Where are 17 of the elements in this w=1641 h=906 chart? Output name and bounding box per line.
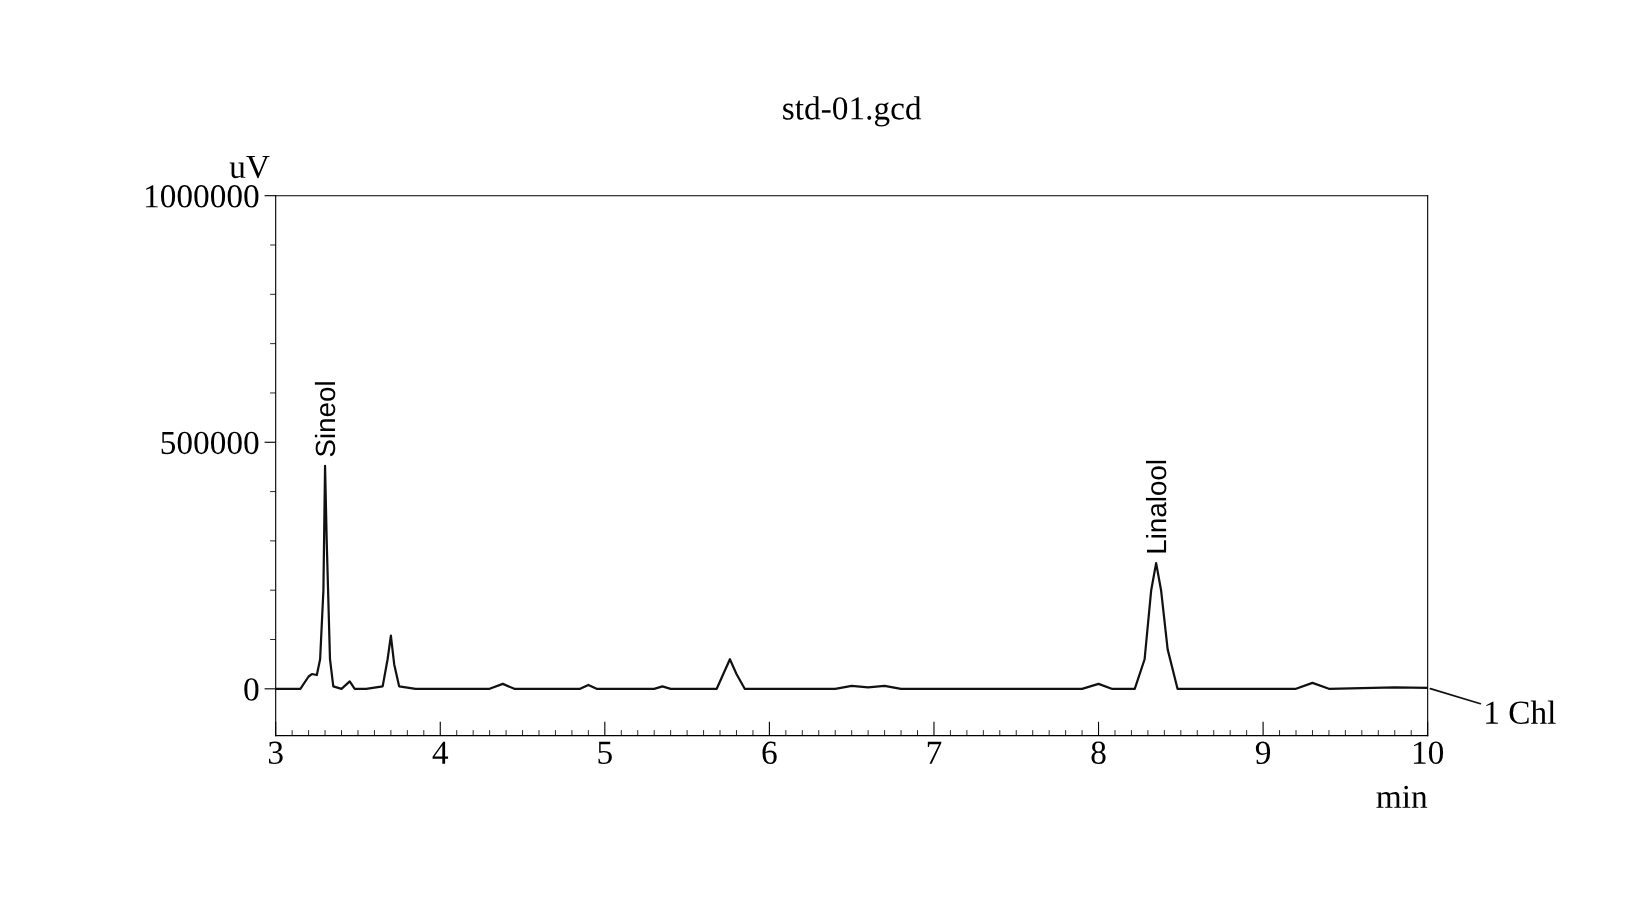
x-tick-label: 6 [762, 741, 777, 764]
annotation: Sineol [314, 382, 336, 457]
legend-label: 1 Chl [1486, 700, 1556, 724]
x-tick-label: 3 [268, 741, 283, 764]
chart-title: std-01.gcd [783, 96, 922, 127]
x-tick-label: 8 [1091, 741, 1106, 764]
x-tick-label: 5 [598, 741, 612, 764]
x-tick-label: 4 [432, 741, 449, 764]
y-tick-label: 1000000 [145, 185, 259, 208]
y-axis-title: uV [229, 155, 270, 179]
x-axis-title: min [1376, 785, 1428, 808]
annotation: Linalool [1145, 460, 1167, 553]
y-tick-label: 0 [244, 678, 259, 701]
y-tick-label: 500000 [161, 431, 259, 455]
x-tick-label: 7 [927, 741, 942, 764]
x-tick-label: 10 [1413, 741, 1444, 764]
x-tick-label: 9 [1255, 741, 1271, 764]
